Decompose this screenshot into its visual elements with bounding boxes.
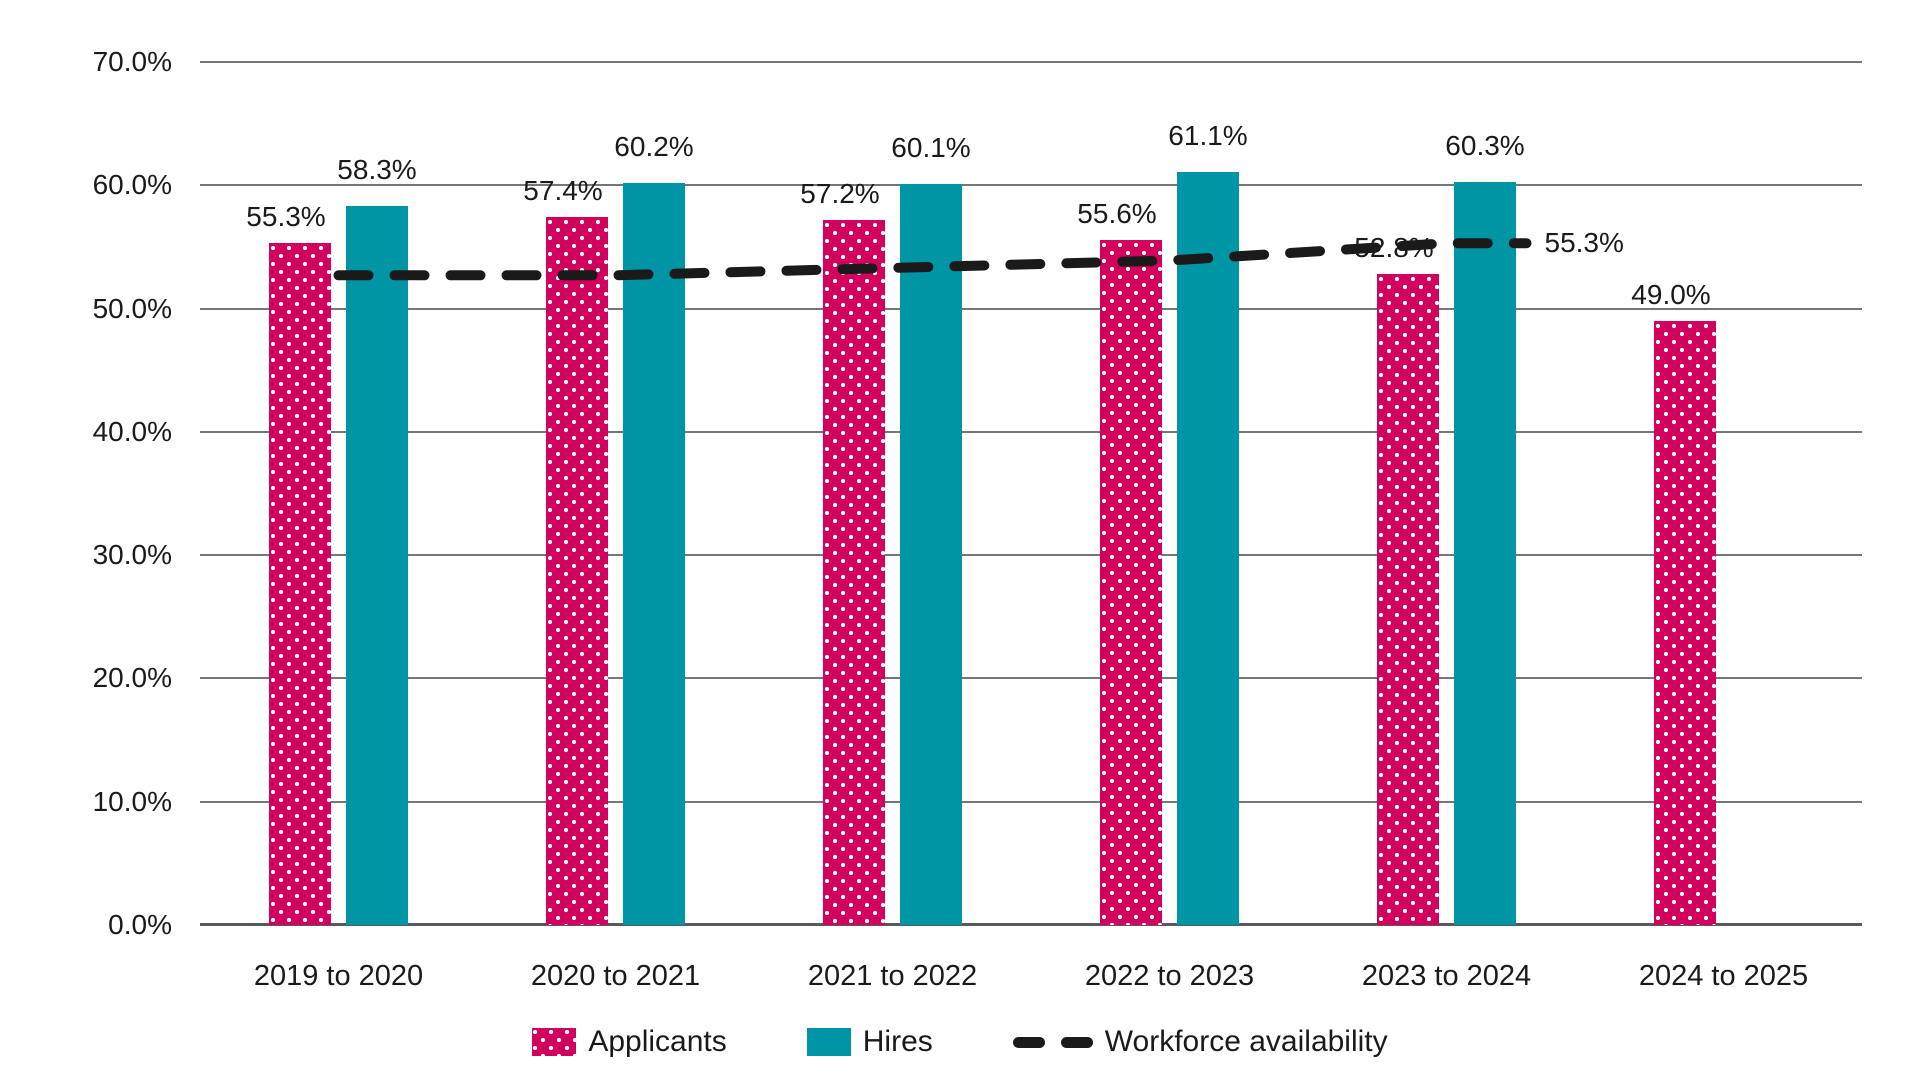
bar-value-label: 60.3% [1445,129,1525,161]
x-axis-category-label: 2019 to 2020 [253,960,424,992]
gridline [200,677,1862,680]
bar-value-label: 49.0% [1631,278,1711,310]
x-axis-category-label: 2021 to 2022 [807,960,978,992]
legend-item-workforce-availability: Workforce availability [1012,1024,1388,1060]
applicants-swatch-icon [532,1028,577,1056]
bar-hires [1454,181,1516,925]
line-end-label: 55.3% [1544,227,1624,259]
legend-item-applicants: Applicants [532,1024,727,1060]
y-axis-tick-label: 40.0% [92,415,172,447]
bar-applicants [823,219,885,925]
bar-value-label: 55.3% [246,201,326,233]
bar-value-label: 55.6% [1077,197,1157,229]
bar-value-label: 52.8% [1354,232,1434,264]
x-axis-category-label: 2022 to 2023 [1084,960,1255,992]
legend-item-hires: Hires [806,1024,933,1060]
gridline [200,61,1862,63]
gridline [200,307,1862,310]
bar-value-label: 60.2% [614,130,694,162]
legend-label: Applicants [588,1025,727,1058]
bar-applicants [269,243,331,925]
bar-value-label: 58.3% [337,154,417,186]
y-axis-tick-label: 70.0% [92,46,172,77]
bar-value-label: 60.1% [891,132,971,164]
bar-hires [346,206,408,925]
bar-hires [623,182,685,925]
bar-applicants [1377,274,1439,925]
bar-value-label: 57.4% [523,175,603,207]
bar-value-label: 57.2% [800,177,880,209]
y-axis-tick-label: 10.0% [92,785,172,817]
bar-hires [900,184,962,925]
bar-value-label: 61.1% [1168,119,1248,151]
y-axis-tick-label: 30.0% [92,539,172,571]
bar-hires [1177,171,1239,925]
legend-label: Hires [862,1025,933,1058]
gridline [200,800,1862,803]
y-axis-tick-label: 0.0% [108,909,172,940]
hires-swatch-icon [806,1028,851,1056]
bar-applicants [1100,239,1162,925]
x-axis-category-label: 2024 to 2025 [1638,960,1809,992]
y-axis-tick-label: 20.0% [92,662,172,694]
legend: Applicants Hires Workforce availability [0,1012,1920,1072]
gridline [200,430,1862,433]
x-axis-category-label: 2023 to 2024 [1361,960,1532,992]
bar-applicants [546,217,608,925]
plot-area: 55.3% 58.3% 57.4% 60.2% 57.2% 60.1% 55.6% 61.1%… [200,61,1862,926]
x-axis-category-label: 2020 to 2021 [530,960,701,992]
gridline [200,184,1862,187]
y-axis-tick-label: 60.0% [92,169,172,201]
gridline [200,554,1862,557]
x-axis-line [200,923,1862,926]
bar-applicants [1654,320,1716,925]
dashed-line-swatch-icon [1012,1036,1093,1048]
y-axis-tick-label: 50.0% [92,292,172,324]
legend-label: Workforce availability [1104,1025,1388,1058]
